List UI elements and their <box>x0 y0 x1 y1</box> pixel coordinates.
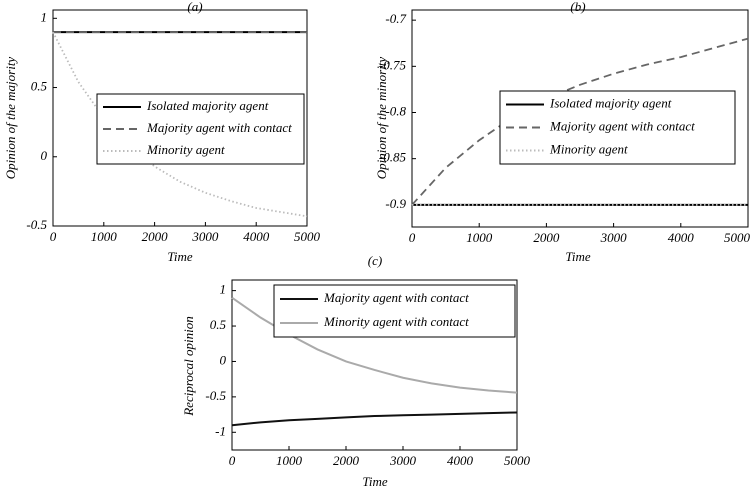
x-tick-label: 0 <box>409 230 416 245</box>
legend-label: Majority agent with contact <box>549 118 695 133</box>
x-tick-label: 5000 <box>724 230 751 245</box>
x-tick-label: 2000 <box>333 453 360 468</box>
legend-label: Isolated majority agent <box>146 98 269 113</box>
y-tick-label: -0.75 <box>379 57 407 72</box>
y-tick-label: -1 <box>215 423 226 438</box>
x-tick-label: 5000 <box>504 453 531 468</box>
y-tick-label: -0.5 <box>205 388 226 403</box>
x-tick-label: 2000 <box>533 230 560 245</box>
x-tick-label: 3000 <box>389 453 417 468</box>
x-tick-label: 3000 <box>191 229 219 244</box>
y-tick-label: 0.5 <box>31 79 48 94</box>
y-tick-label: 0 <box>220 352 227 367</box>
series-line <box>411 37 749 206</box>
y-tick-label: -0.7 <box>385 11 406 26</box>
y-axis-label: Opinion of the minority <box>374 57 389 180</box>
y-tick-label: -0.9 <box>385 196 406 211</box>
legend-label: Minority agent with contact <box>323 314 469 329</box>
x-tick-label: 0 <box>229 453 236 468</box>
x-tick-label: 0 <box>50 229 57 244</box>
x-tick-label: 1000 <box>466 230 493 245</box>
x-axis-label: Time <box>362 474 388 489</box>
x-tick-label: 1000 <box>91 229 118 244</box>
chart-title: (a) <box>187 0 202 14</box>
legend-label: Majority agent with contact <box>146 120 292 135</box>
x-tick-label: 1000 <box>276 453 303 468</box>
y-axis-label: Opinion of the majority <box>3 57 18 180</box>
legend-label: Minority agent <box>549 141 628 156</box>
y-tick-label: -0.5 <box>26 217 47 232</box>
x-tick-label: 3000 <box>600 230 628 245</box>
y-tick-label: 1 <box>220 282 227 297</box>
x-tick-label: 4000 <box>447 453 474 468</box>
y-axis-label: Reciprocal opinion <box>181 316 196 417</box>
chart-title: (b) <box>570 0 585 14</box>
x-axis-label: Time <box>565 249 591 264</box>
y-tick-label: 1 <box>41 9 48 24</box>
series-line <box>231 411 518 427</box>
x-tick-label: 4000 <box>668 230 695 245</box>
x-axis-label: Time <box>167 249 193 264</box>
series-line <box>52 31 308 218</box>
x-tick-label: 2000 <box>142 229 169 244</box>
y-tick-label: 0.5 <box>210 317 227 332</box>
y-tick-label: -0.85 <box>379 150 407 165</box>
legend-box <box>273 284 516 338</box>
legend-label: Isolated majority agent <box>549 95 672 110</box>
chart-title: (c) <box>368 253 382 268</box>
legend-label: Majority agent with contact <box>323 290 469 305</box>
x-tick-label: 5000 <box>294 229 321 244</box>
y-tick-label: 0 <box>41 148 48 163</box>
y-tick-label: -0.8 <box>385 103 406 118</box>
x-tick-label: 4000 <box>243 229 270 244</box>
legend-label: Minority agent <box>146 142 225 157</box>
